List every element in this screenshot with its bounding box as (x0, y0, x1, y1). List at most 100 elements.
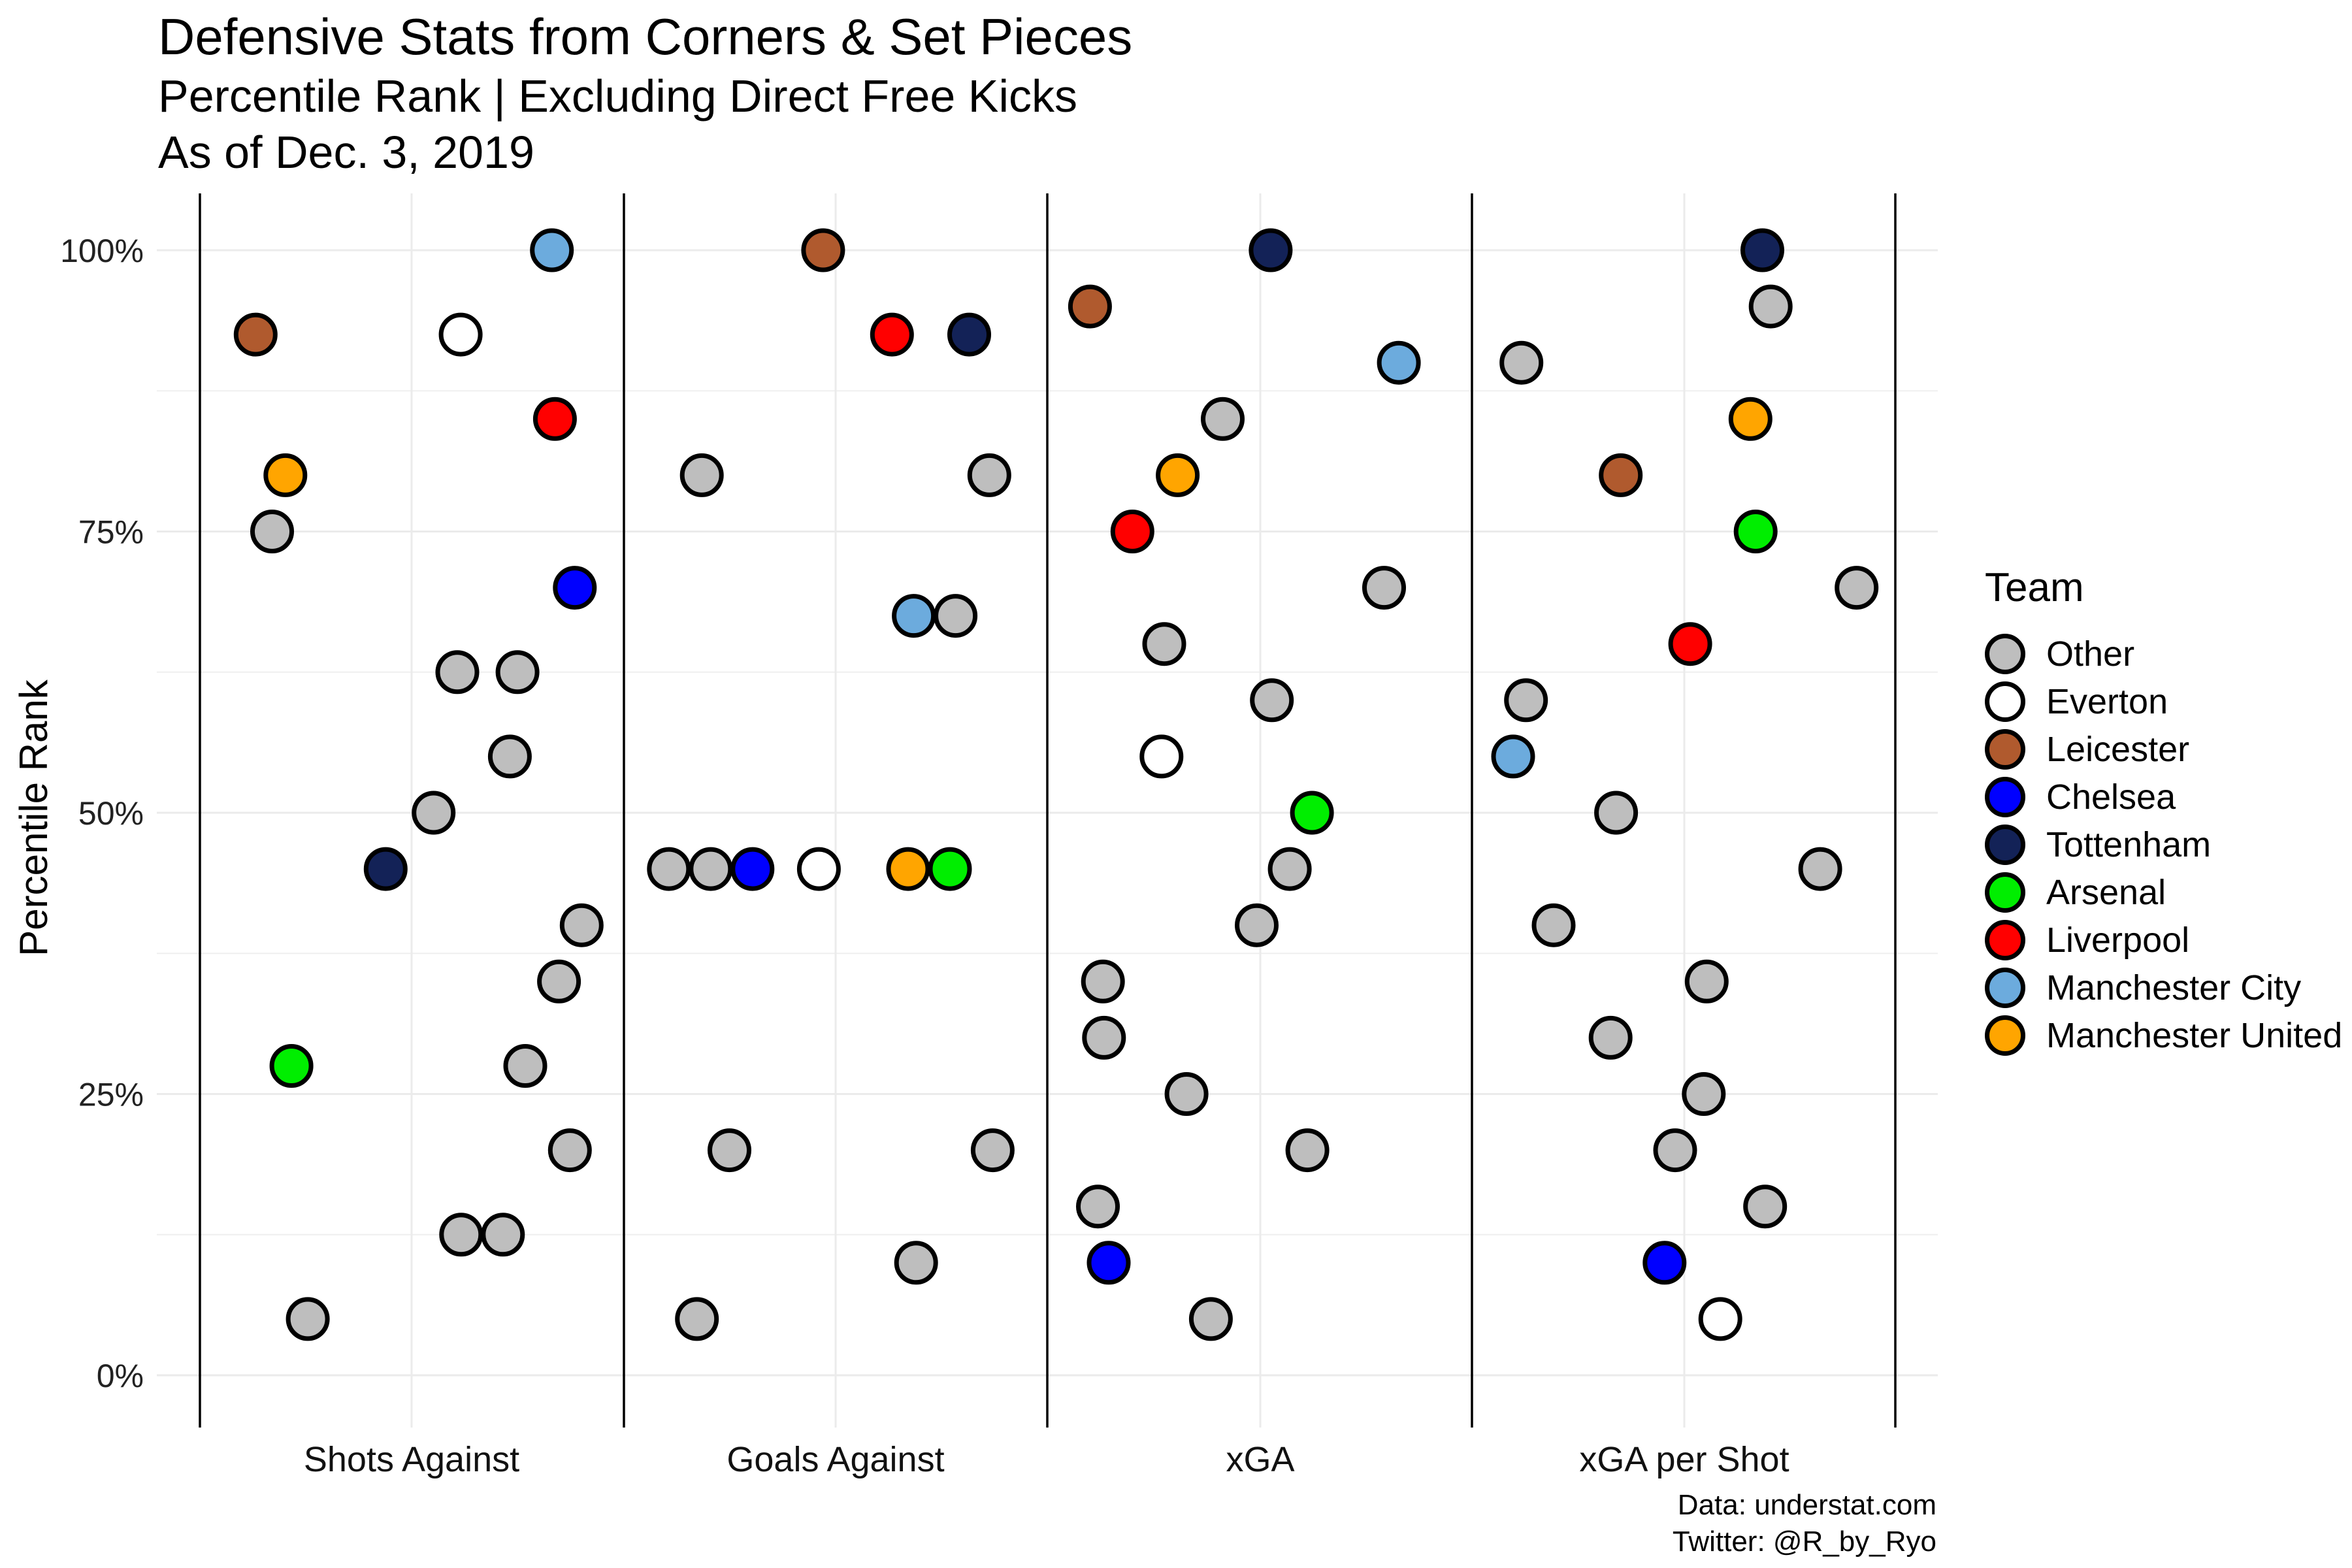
y-tick-label: 50% (78, 795, 144, 832)
x-tick-label: Goals Against (727, 1440, 944, 1479)
point-other (250, 510, 294, 553)
point-other (1082, 1015, 1126, 1060)
chart-subtitle: Percentile Rank | Excluding Direct Free … (158, 71, 1078, 122)
point-other (1164, 1072, 1209, 1116)
point-other (894, 1241, 938, 1285)
point-other (439, 1213, 483, 1257)
legend: Other Everton Leicester Chelsea Tottenham Ars… (1985, 630, 2342, 1059)
legend-label: Other (2046, 634, 2135, 674)
point-manchester-city (892, 594, 936, 638)
point-other (1594, 791, 1639, 835)
point-other (412, 791, 456, 835)
caption-source: Data: understat.com (1677, 1489, 1936, 1521)
legend-label: Manchester United (2046, 1015, 2343, 1055)
point-tottenham (363, 847, 408, 891)
point-other (689, 847, 733, 891)
legend-key-tottenham (1985, 824, 2025, 865)
legend-label: Tottenham (2046, 825, 2212, 864)
point-leicester (1599, 453, 1643, 497)
point-everton (1139, 734, 1184, 779)
chart-date: As of Dec. 3, 2019 (158, 127, 534, 178)
legend-key-everton (1985, 681, 2025, 722)
point-liverpool (1110, 510, 1154, 553)
point-manchester-united (886, 847, 930, 891)
point-other (1201, 397, 1245, 441)
legend-label: Arsenal (2046, 872, 2166, 912)
point-other (487, 734, 532, 779)
legend-key-manchester-city (1985, 967, 2025, 1008)
point-other (1798, 847, 1842, 891)
point-other (1267, 847, 1312, 891)
point-liverpool (532, 397, 577, 441)
point-other (559, 903, 604, 947)
legend-label: Liverpool (2046, 920, 2190, 960)
x-tick-label: xGA per Shot (1579, 1440, 1789, 1479)
y-tick-label: 25% (78, 1077, 144, 1113)
x-axis-ticks: Shots Against Goals Against xGA xGA per Sho… (304, 1440, 1789, 1479)
point-manchester-city (530, 228, 574, 272)
point-other (1081, 959, 1125, 1004)
point-arsenal (269, 1044, 314, 1088)
legend-label: Chelsea (2046, 777, 2176, 817)
point-chelsea (1086, 1241, 1131, 1285)
point-everton (438, 312, 483, 357)
legend-label: Everton (2046, 681, 2168, 721)
legend-label: Leicester (2046, 729, 2190, 769)
point-other (708, 1128, 751, 1173)
legend-key-liverpool (1985, 919, 2025, 960)
point-other (547, 1128, 592, 1173)
legend-key-other (1985, 633, 2025, 674)
legend-key-chelsea (1985, 776, 2025, 817)
point-leicester (233, 312, 278, 357)
legend-key-arsenal (1985, 872, 2025, 913)
legend-key-leicester (1985, 728, 2025, 770)
point-arsenal (1733, 510, 1778, 553)
point-chelsea (553, 566, 597, 610)
point-manchester-united (1156, 453, 1200, 497)
point-liverpool (870, 312, 914, 357)
point-leicester (801, 228, 845, 272)
point-other (647, 847, 691, 891)
point-other (1235, 903, 1279, 947)
point-everton (1698, 1297, 1742, 1341)
y-axis-label: Percentile Rank (12, 679, 56, 956)
point-other (495, 650, 540, 694)
point-other (1142, 622, 1186, 666)
y-tick-label: 0% (97, 1358, 144, 1394)
chart-title: Defensive Stats from Corners & Set Piece… (158, 8, 1133, 65)
point-manchester-united (263, 453, 308, 497)
legend-key-manchester-united (1985, 1015, 2025, 1056)
point-manchester-united (1728, 397, 1772, 441)
point-liverpool (1668, 622, 1712, 666)
point-arsenal (1290, 791, 1334, 835)
point-arsenal (928, 847, 972, 891)
legend-item-leicester: Leicester (1985, 725, 2342, 773)
point-other (537, 959, 581, 1004)
point-other (1682, 1072, 1726, 1116)
point-tottenham (1740, 228, 1784, 272)
point-other (679, 453, 724, 497)
legend-label: Manchester City (2046, 968, 2302, 1007)
point-other (1362, 566, 1406, 610)
legend-item-other: Other (1985, 630, 2342, 678)
point-other (435, 650, 480, 694)
point-chelsea (730, 847, 775, 891)
legend-item-everton: Everton (1985, 678, 2342, 725)
point-other (675, 1297, 719, 1341)
legend-item-liverpool: Liverpool (1985, 916, 2342, 964)
point-other (286, 1297, 330, 1341)
point-other (1250, 678, 1294, 723)
point-other (970, 1128, 1015, 1173)
point-other (1188, 1297, 1233, 1341)
data-points (233, 228, 1879, 1341)
legend-title: Team (1985, 565, 2084, 610)
y-tick-label: 100% (60, 233, 144, 269)
point-other (1499, 340, 1544, 385)
point-other (1588, 1015, 1633, 1060)
point-other (1285, 1128, 1330, 1173)
point-other (481, 1213, 525, 1257)
point-other (1076, 1184, 1120, 1229)
category-separators (199, 193, 1897, 1428)
point-other (1684, 959, 1729, 1004)
